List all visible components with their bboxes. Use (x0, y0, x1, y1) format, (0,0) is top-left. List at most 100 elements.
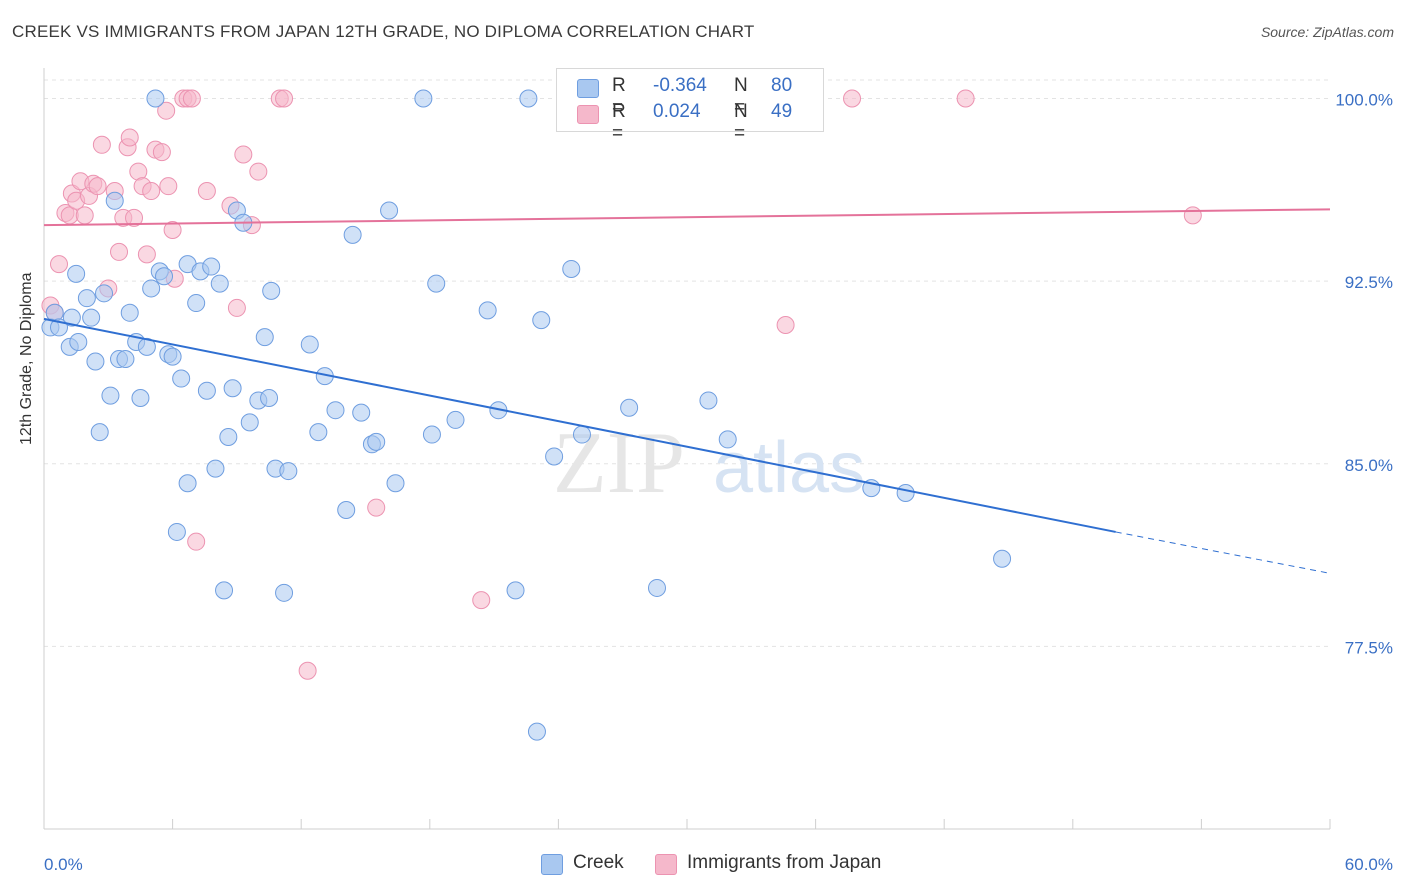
japan-point (163, 221, 182, 240)
creek-point (95, 284, 114, 303)
creek-point (896, 483, 915, 502)
legend-r-label: R = (612, 75, 626, 118)
creek-point (718, 430, 737, 449)
japan-point (157, 101, 176, 120)
trend-lines (43, 208, 1331, 574)
creek-point (197, 381, 216, 400)
axes (43, 68, 1331, 830)
creek-point (167, 522, 186, 541)
creek-point (215, 581, 234, 600)
creek-point (545, 447, 564, 466)
creek-point (478, 301, 497, 320)
legend-r-label: R = (612, 101, 626, 144)
creek-point (993, 549, 1012, 568)
legend-n-value: 49 (771, 101, 793, 122)
japan-point (187, 532, 206, 551)
creek-point (77, 289, 96, 308)
correlation-legend: R = -0.364 N = 80 R = 0.024 N = 49 (556, 68, 824, 144)
creek-point (300, 335, 319, 354)
tick-labels: 77.5% 85.0% 92.5% 100.0% 0.0% 60.0% (44, 91, 1393, 874)
creek-point (446, 410, 465, 429)
creek-point (120, 303, 139, 322)
creek-point (262, 281, 281, 300)
creek-point (422, 425, 441, 444)
grid-lines (44, 79, 1330, 647)
japan-point (1183, 206, 1202, 225)
creek-point (337, 501, 356, 520)
japan-point (298, 661, 317, 680)
creek-point (255, 328, 274, 347)
creek-point (343, 225, 362, 244)
japan-point (197, 182, 216, 201)
japan-point (472, 591, 491, 610)
legend-r-value: -0.364 (653, 75, 707, 96)
creek-point (699, 391, 718, 410)
creek-point (427, 274, 446, 293)
japan-point (120, 128, 139, 147)
creek-point (101, 386, 120, 405)
y-axis-label: 12th Grade, No Diploma (18, 272, 35, 445)
creek-point (116, 350, 135, 369)
creek-point (275, 583, 294, 602)
bottom-legend-swatch-creek (541, 854, 563, 875)
creek-point (62, 308, 81, 327)
japan-point (75, 206, 94, 225)
japan-point (227, 298, 246, 317)
creek-point (352, 403, 371, 422)
creek-point (326, 401, 345, 420)
creek-point (90, 423, 109, 442)
creek-point (386, 474, 405, 493)
japan-point (367, 498, 386, 517)
japan-point (142, 182, 161, 201)
japan-point (152, 143, 171, 162)
creek-point (532, 311, 551, 330)
legend-swatch-japan (577, 105, 599, 124)
creek-point (163, 347, 182, 366)
japan-point (956, 89, 975, 108)
legend-n-value: 80 (771, 75, 793, 96)
legend-n-label: N = (734, 75, 748, 118)
creek-point (172, 369, 191, 388)
japan-point (843, 89, 862, 108)
creek-point (240, 413, 259, 432)
legend-swatch-creek (577, 79, 599, 98)
bottom-legend-swatch-japan (655, 854, 677, 875)
creek-point (260, 389, 279, 408)
creek-point (519, 89, 538, 108)
creek-point (131, 389, 150, 408)
japan-point (182, 89, 201, 108)
creek-point (178, 474, 197, 493)
creek-trend-line (43, 317, 1116, 533)
creek-point (105, 191, 124, 210)
japan-point (137, 245, 156, 264)
legend-n-label: N = (734, 101, 748, 144)
creek-point (414, 89, 433, 108)
creek-point (380, 201, 399, 220)
creek-point (146, 89, 165, 108)
chart-title: CREEK VS IMMIGRANTS FROM JAPAN 12TH GRAD… (12, 22, 755, 41)
creek-point (572, 425, 591, 444)
japan-point (92, 135, 111, 154)
creek-point (155, 267, 174, 286)
creek-trend-extension (1115, 531, 1331, 574)
bottom-legend-label-japan: Immigrants from Japan (687, 852, 882, 873)
creek-point (202, 257, 221, 276)
bottom-legend-label-creek: Creek (573, 852, 624, 873)
creek-point (67, 264, 86, 283)
creek-point (647, 578, 666, 597)
japan-point (110, 242, 129, 261)
creek-point (69, 333, 88, 352)
japan-point (125, 208, 144, 227)
creek-point (562, 259, 581, 278)
japan-point (249, 162, 268, 181)
creek-point (620, 398, 639, 417)
creek-point (223, 379, 242, 398)
watermark-zip: ZIP (553, 415, 685, 512)
x-tick-label: 0.0% (44, 855, 83, 874)
creek-point (86, 352, 105, 371)
creek-point (82, 308, 101, 327)
japan-point (776, 315, 795, 334)
creek-point (206, 459, 225, 478)
creek-point (142, 279, 161, 298)
